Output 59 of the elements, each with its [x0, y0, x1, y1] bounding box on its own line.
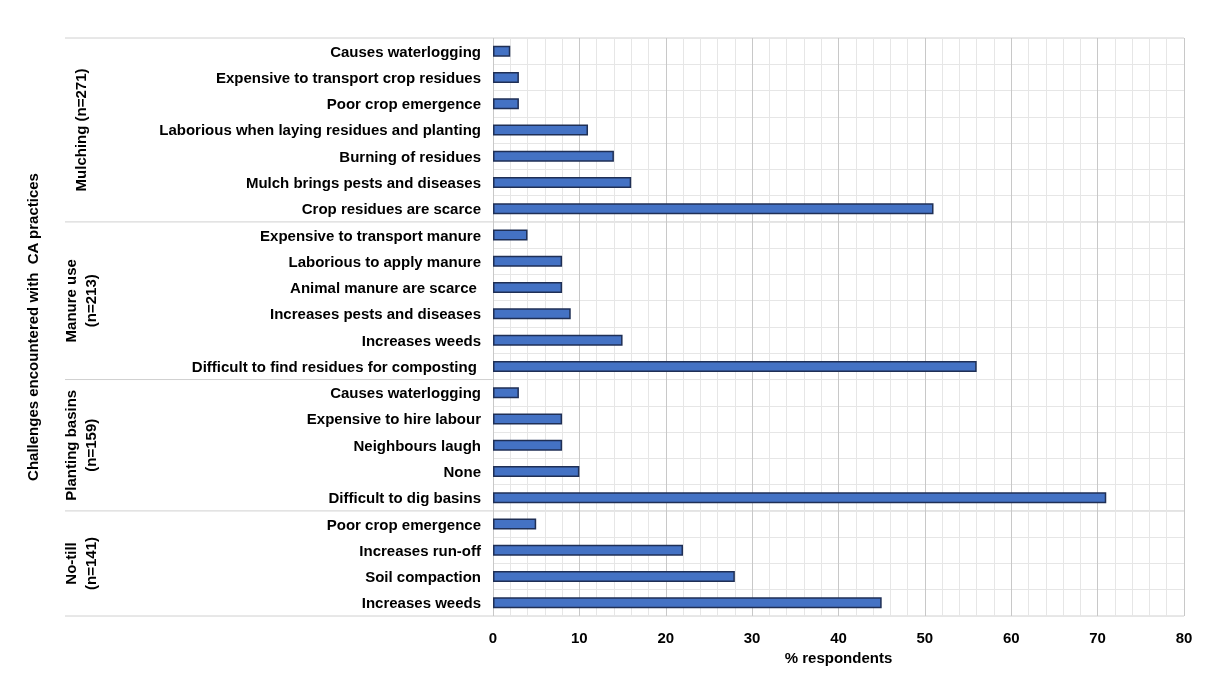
y-tick-label: Poor crop emergence [326, 515, 481, 533]
bar [493, 98, 519, 110]
bar [493, 360, 977, 372]
x-tick-label: 40 [830, 629, 847, 646]
x-axis-title: % respondents [784, 648, 893, 666]
x-tick-label: 70 [1089, 629, 1106, 646]
y-tick-label: Laborious to apply manure [288, 252, 481, 270]
bar [493, 308, 571, 320]
x-tick-label: 80 [1175, 629, 1193, 646]
x-tick-label: 50 [916, 629, 934, 646]
x-tick-label: 30 [743, 629, 761, 646]
bar [493, 124, 589, 136]
y-tick-label: Increases weeds [361, 331, 481, 349]
bar [493, 492, 1107, 504]
x-tick-label: 20 [657, 629, 675, 646]
y-tick-label: Expensive to hire labour [306, 410, 482, 428]
x-tick-label: 0 [488, 629, 498, 646]
y-tick-label: Causes waterlogging [330, 384, 481, 402]
y-tick-label: Difficult to dig basins [328, 489, 481, 507]
bar [493, 518, 537, 530]
text: Manure use (n=213) [61, 259, 99, 343]
bar [493, 229, 528, 241]
y-tick-label: Laborious when laying residues and planting [159, 121, 481, 139]
bar [493, 282, 563, 294]
y-tick-label: Crop residues are scarce [301, 200, 481, 218]
bar [493, 439, 563, 451]
y-tick-label: Expensive to transport manure [260, 226, 481, 244]
y-tick-label: Mulch brings pests and diseases [245, 174, 481, 191]
bar [493, 544, 684, 556]
y-tick-label: Increases run-off [359, 541, 482, 559]
y-tick-label: Burning of residues [339, 147, 481, 165]
bar [493, 45, 511, 57]
text: Planting basins (n=159) [61, 389, 99, 501]
text: No-till (n=141) [61, 536, 99, 590]
y-tick-label: Causes waterlogging [330, 42, 481, 60]
text: Challenges encountered with CA practices [23, 173, 41, 481]
y-tick-label: Poor crop emergence [326, 95, 481, 113]
y-tick-label: None [443, 463, 481, 480]
y-tick-label: Soil compaction [365, 568, 481, 586]
bar [493, 387, 519, 399]
y-tick-label: Increases weeds [361, 594, 481, 612]
y-tick-label: Neighbours laugh [353, 436, 481, 454]
bar [493, 413, 563, 425]
y-tick-label: Expensive to transport crop residues [215, 68, 481, 86]
bar [493, 255, 563, 267]
bar [493, 571, 735, 583]
bar [493, 334, 623, 346]
bar [493, 203, 934, 215]
y-tick-label: Increases pests and diseases [270, 305, 481, 323]
text: Mulching (n=271) [71, 68, 89, 192]
y-tick-label: Animal manure are scarce [290, 279, 481, 297]
bar [493, 150, 614, 162]
bar [493, 466, 580, 477]
y-tick-label: Difficult to find residues for composting [191, 357, 481, 375]
bar [493, 177, 632, 188]
bar [493, 71, 519, 83]
x-tick-label: 60 [1002, 629, 1020, 646]
bar [493, 597, 882, 609]
x-tick-label: 10 [571, 629, 588, 646]
